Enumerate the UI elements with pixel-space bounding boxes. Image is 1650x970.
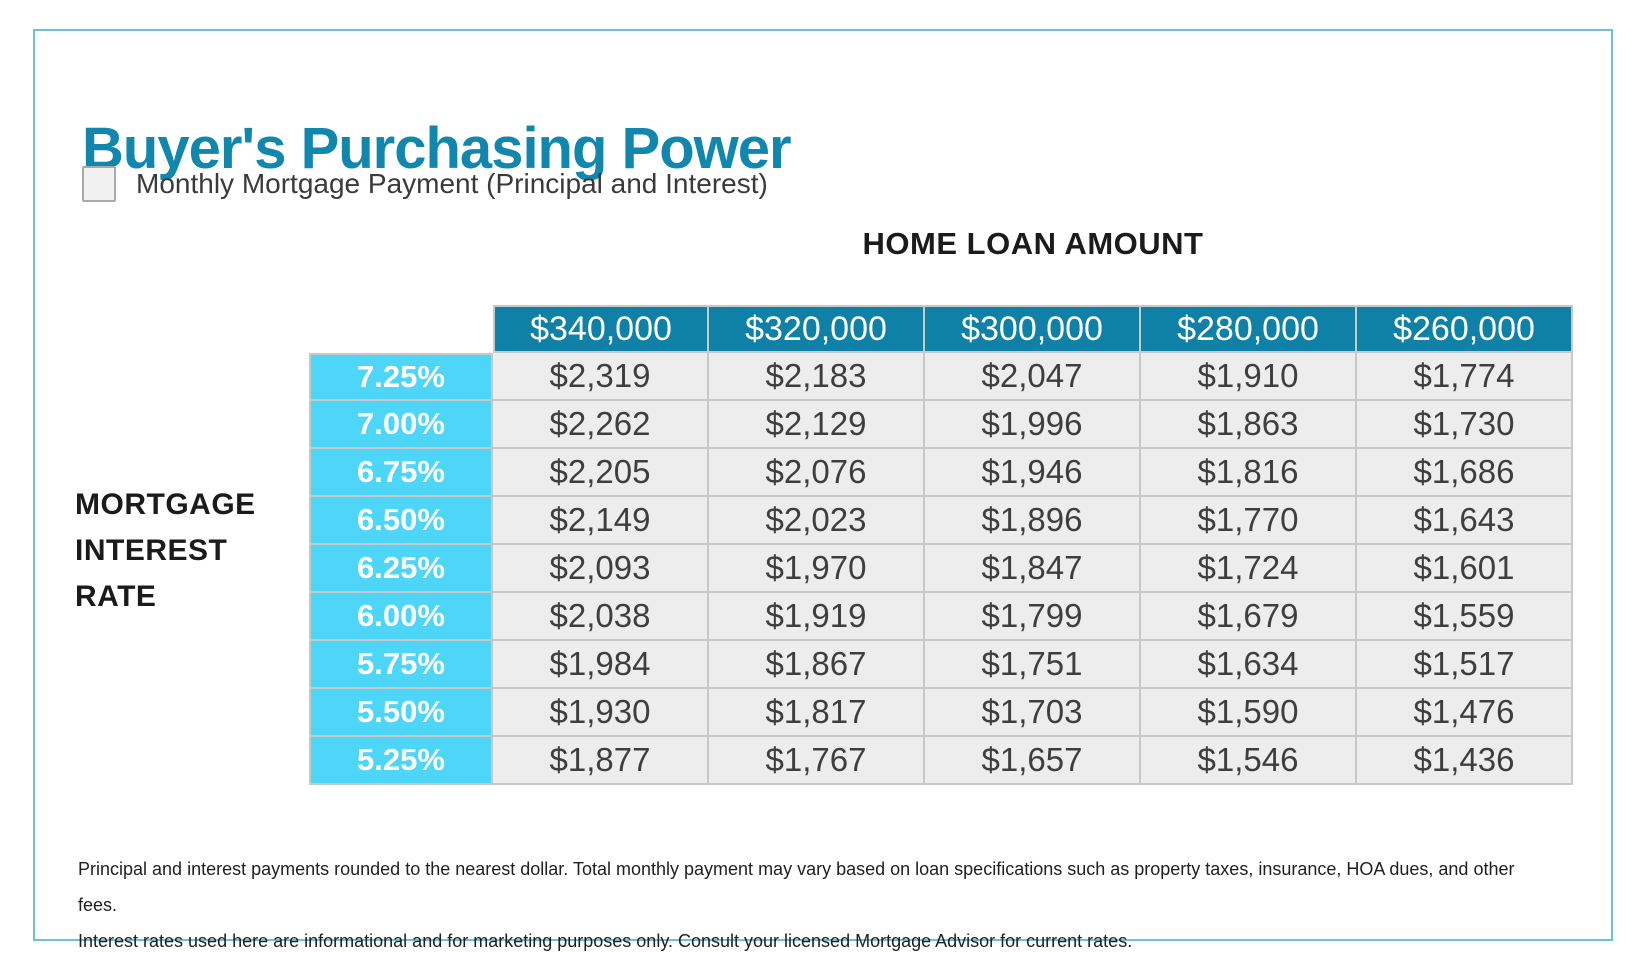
payment-matrix: $340,000 $320,000 $300,000 $280,000 $260,000… bbox=[309, 305, 1573, 785]
row-group-label-line: INTEREST bbox=[75, 534, 228, 567]
monthly-payment-cell: $1,996 bbox=[925, 401, 1141, 449]
interest-rate-cell: 5.25% bbox=[309, 737, 493, 785]
monthly-payment-cell: $1,984 bbox=[493, 641, 709, 689]
monthly-payment-cell: $1,634 bbox=[1141, 641, 1357, 689]
interest-rate-cell: 6.50% bbox=[309, 497, 493, 545]
home-loan-amount-label: HOME LOAN AMOUNT bbox=[862, 226, 1204, 261]
interest-rate-cell: 6.00% bbox=[309, 593, 493, 641]
interest-rate-cell: 7.00% bbox=[309, 401, 493, 449]
monthly-payment-cell: $1,679 bbox=[1141, 593, 1357, 641]
interest-rate-cell: 6.25% bbox=[309, 545, 493, 593]
monthly-payment-cell: $2,093 bbox=[493, 545, 709, 593]
monthly-payment-cell: $1,930 bbox=[493, 689, 709, 737]
loan-amount-header-cell: $260,000 bbox=[1357, 305, 1573, 353]
interest-rate-cell: 5.50% bbox=[309, 689, 493, 737]
row-group-label-line: RATE bbox=[75, 580, 157, 613]
monthly-payment-cell: $1,919 bbox=[709, 593, 925, 641]
footnote: Principal and interest payments rounded … bbox=[78, 851, 1538, 959]
monthly-payment-cell: $1,476 bbox=[1357, 689, 1573, 737]
monthly-payment-cell: $2,262 bbox=[493, 401, 709, 449]
monthly-payment-cell: $2,183 bbox=[709, 353, 925, 401]
row-group-label-line: MORTGAGE bbox=[75, 488, 256, 521]
monthly-payment-cell: $1,774 bbox=[1357, 353, 1573, 401]
mortgage-interest-rate-label: MORTGAGE INTEREST RATE bbox=[75, 482, 256, 620]
monthly-payment-cell: $1,657 bbox=[925, 737, 1141, 785]
monthly-payment-cell: $2,129 bbox=[709, 401, 925, 449]
legend: Monthly Mortgage Payment (Principal and … bbox=[82, 166, 768, 202]
monthly-payment-cell: $1,643 bbox=[1357, 497, 1573, 545]
footnote-line-2: Interest rates used here are information… bbox=[78, 931, 1133, 951]
monthly-payment-cell: $1,724 bbox=[1141, 545, 1357, 593]
loan-amount-header-cell: $300,000 bbox=[925, 305, 1141, 353]
monthly-payment-cell: $2,023 bbox=[709, 497, 925, 545]
monthly-payment-cell: $1,847 bbox=[925, 545, 1141, 593]
monthly-payment-cell: $1,730 bbox=[1357, 401, 1573, 449]
monthly-payment-cell: $1,863 bbox=[1141, 401, 1357, 449]
monthly-payment-cell: $2,038 bbox=[493, 593, 709, 641]
monthly-payment-cell: $1,686 bbox=[1357, 449, 1573, 497]
monthly-payment-cell: $2,149 bbox=[493, 497, 709, 545]
monthly-payment-cell: $1,816 bbox=[1141, 449, 1357, 497]
monthly-payment-cell: $1,970 bbox=[709, 545, 925, 593]
matrix-corner bbox=[309, 305, 493, 353]
monthly-payment-cell: $1,751 bbox=[925, 641, 1141, 689]
legend-swatch-icon bbox=[82, 166, 116, 202]
monthly-payment-cell: $1,601 bbox=[1357, 545, 1573, 593]
monthly-payment-cell: $1,896 bbox=[925, 497, 1141, 545]
monthly-payment-cell: $2,047 bbox=[925, 353, 1141, 401]
interest-rate-cell: 6.75% bbox=[309, 449, 493, 497]
monthly-payment-cell: $1,799 bbox=[925, 593, 1141, 641]
monthly-payment-cell: $1,770 bbox=[1141, 497, 1357, 545]
monthly-payment-cell: $1,559 bbox=[1357, 593, 1573, 641]
loan-amount-header-cell: $340,000 bbox=[493, 305, 709, 353]
loan-amount-header-cell: $320,000 bbox=[709, 305, 925, 353]
monthly-payment-cell: $1,767 bbox=[709, 737, 925, 785]
monthly-payment-cell: $1,817 bbox=[709, 689, 925, 737]
monthly-payment-cell: $2,319 bbox=[493, 353, 709, 401]
monthly-payment-cell: $1,946 bbox=[925, 449, 1141, 497]
monthly-payment-cell: $1,877 bbox=[493, 737, 709, 785]
monthly-payment-cell: $2,205 bbox=[493, 449, 709, 497]
monthly-payment-cell: $1,703 bbox=[925, 689, 1141, 737]
monthly-payment-cell: $1,867 bbox=[709, 641, 925, 689]
interest-rate-cell: 5.75% bbox=[309, 641, 493, 689]
monthly-payment-cell: $2,076 bbox=[709, 449, 925, 497]
loan-amount-header-cell: $280,000 bbox=[1141, 305, 1357, 353]
monthly-payment-cell: $1,546 bbox=[1141, 737, 1357, 785]
monthly-payment-cell: $1,517 bbox=[1357, 641, 1573, 689]
interest-rate-cell: 7.25% bbox=[309, 353, 493, 401]
monthly-payment-cell: $1,436 bbox=[1357, 737, 1573, 785]
footnote-line-1: Principal and interest payments rounded … bbox=[78, 859, 1515, 915]
monthly-payment-cell: $1,590 bbox=[1141, 689, 1357, 737]
monthly-payment-cell: $1,910 bbox=[1141, 353, 1357, 401]
page-title: Buyer's Purchasing Power bbox=[82, 115, 792, 181]
legend-label: Monthly Mortgage Payment (Principal and … bbox=[136, 168, 768, 199]
